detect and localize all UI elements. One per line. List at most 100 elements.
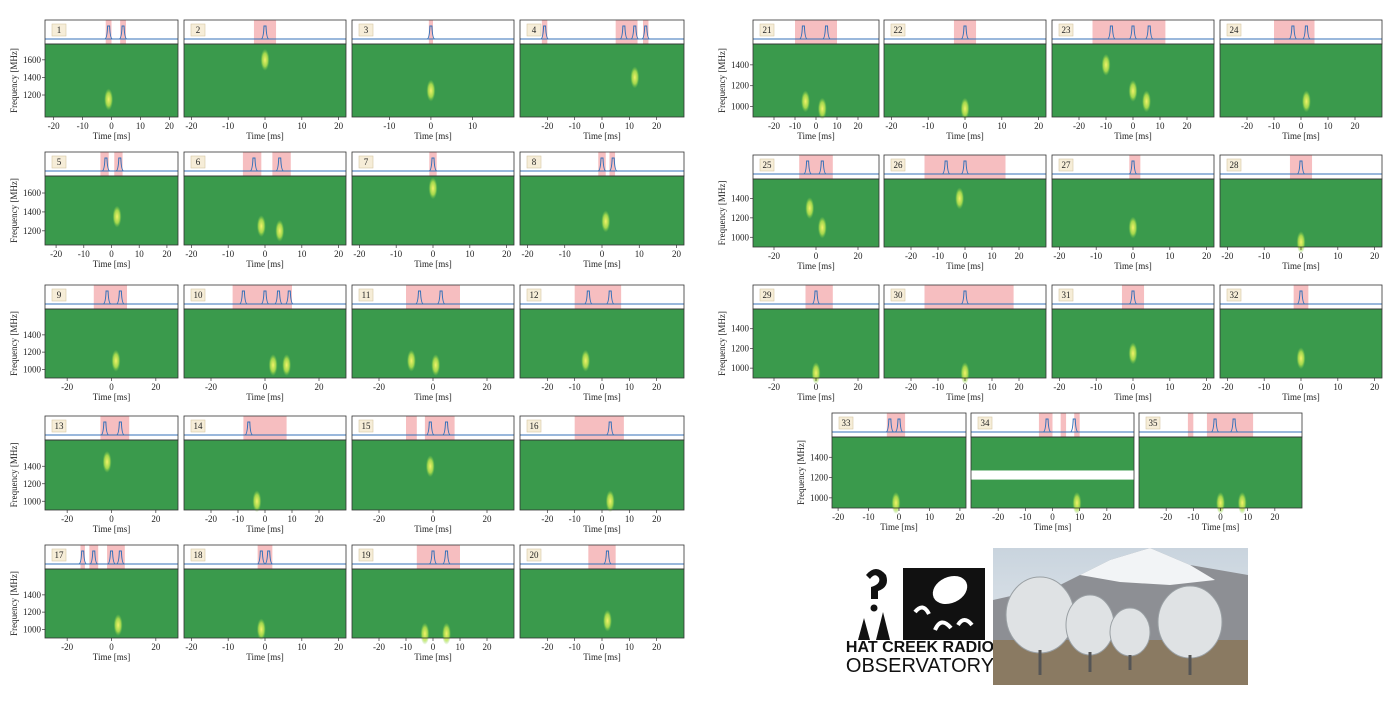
- x-tick-label: 20: [1351, 121, 1361, 131]
- profile-peak: [428, 157, 438, 172]
- panel-label: 15: [362, 421, 372, 431]
- x-tick-label: -20: [541, 121, 553, 131]
- logo-line2: OBSERVATORY: [846, 655, 994, 677]
- pulse-window: [1121, 285, 1145, 309]
- x-tick-label: 10: [988, 251, 998, 261]
- burst: [112, 205, 122, 228]
- spectrogram-bg: [520, 309, 684, 378]
- dish: [1065, 594, 1115, 656]
- profile-peak: [811, 290, 821, 305]
- x-tick-label: -10: [1187, 512, 1199, 522]
- panel: 25 -20 0 20 Time [ms] 1000 1200 1400 Frequency […: [717, 154, 880, 271]
- x-tick-label: 0: [109, 249, 114, 259]
- x-tick-label: 20: [315, 514, 325, 524]
- burst: [260, 48, 270, 71]
- x-tick-label: 20: [315, 382, 325, 392]
- x-axis-label: Time [ms]: [583, 524, 620, 534]
- pulse-window: [574, 285, 622, 309]
- x-axis-label: Time [ms]: [414, 524, 451, 534]
- x-tick-label: -10: [863, 512, 875, 522]
- y-tick-label: 1400: [731, 324, 750, 334]
- x-tick-label: -20: [185, 249, 197, 259]
- y-tick-label: 1400: [731, 193, 750, 203]
- profile-peak: [960, 25, 970, 40]
- burst: [111, 349, 121, 372]
- x-tick-label: 0: [600, 121, 605, 131]
- panel-label-box: [1226, 288, 1242, 302]
- pulse-window: [805, 285, 833, 309]
- burst: [425, 455, 435, 478]
- x-axis-label: Time [ms]: [583, 392, 620, 402]
- x-tick-label: 10: [288, 514, 298, 524]
- x-tick-label: 20: [1015, 382, 1025, 392]
- x-axis-label: Time [ms]: [1282, 392, 1319, 402]
- panel-label-box: [190, 419, 206, 433]
- x-tick-label: 10: [297, 121, 307, 131]
- x-tick-label: 20: [652, 514, 662, 524]
- x-tick-label: 10: [1243, 512, 1253, 522]
- x-tick-label: -20: [541, 642, 553, 652]
- x-axis-label: Time [ms]: [414, 652, 451, 662]
- burst: [955, 187, 965, 210]
- panel-label: 7: [364, 157, 369, 167]
- panel-label-box: [526, 548, 542, 562]
- x-tick-label: -20: [541, 382, 553, 392]
- x-tick-label: 10: [135, 249, 145, 259]
- x-tick-label: 0: [600, 249, 605, 259]
- photo: [993, 548, 1248, 685]
- panel-label: 29: [763, 290, 773, 300]
- x-tick-label: 10: [1165, 251, 1175, 261]
- profile-bg: [184, 152, 346, 176]
- panel: 23 -20 -10 0 10 20 Time [ms]: [1051, 19, 1215, 141]
- logo: HAT CREEK RADIO OBSERVATORY: [846, 568, 994, 677]
- y-tick-label: 1400: [23, 461, 42, 471]
- x-tick-label: 10: [297, 642, 307, 652]
- profile-peak: [102, 290, 112, 305]
- x-tick-label: 20: [854, 121, 864, 131]
- profile-peak: [285, 290, 294, 305]
- x-tick-label: 20: [151, 514, 161, 524]
- x-tick-label: 0: [1131, 121, 1136, 131]
- x-tick-label: -20: [905, 382, 917, 392]
- dish: [1157, 585, 1223, 659]
- y-axis-label: Frequency [MHz]: [717, 311, 727, 376]
- x-tick-label: 20: [854, 382, 864, 392]
- profile-peak: [822, 25, 831, 40]
- panel-label-box: [526, 419, 542, 433]
- spectrogram-bg: [753, 44, 879, 117]
- x-tick-label: 0: [1299, 121, 1304, 131]
- profile-peak: [1128, 290, 1138, 305]
- x-tick-label: 0: [963, 382, 968, 392]
- x-tick-label: 0: [109, 514, 114, 524]
- panel-label-box: [1226, 158, 1242, 172]
- x-axis-label: Time [ms]: [414, 259, 451, 269]
- panel: 5 -20 -10 0 10 20 Time [ms] 1200 1400 1600 Frequen…: [9, 151, 179, 269]
- y-tick-label: 1200: [731, 81, 750, 91]
- panel-label-box: [51, 23, 67, 37]
- burst: [268, 354, 278, 377]
- panel-label: 6: [196, 157, 201, 167]
- x-tick-label: -20: [1053, 382, 1065, 392]
- y-axis-label: Frequency [MHz]: [717, 48, 727, 113]
- pulse-window: [795, 20, 837, 44]
- panel-label-box: [51, 548, 67, 562]
- panel: 4 -20 -10 0 10 20 Time [ms]: [519, 19, 685, 141]
- spectrogram-bg: [45, 440, 178, 510]
- x-tick-label: -20: [768, 251, 780, 261]
- spectrogram-bg: [884, 179, 1046, 247]
- panel-label: 11: [362, 290, 371, 300]
- x-tick-label: 20: [1102, 512, 1112, 522]
- panel: 32 -20 -10 0 10 20 Time [ms]: [1219, 284, 1383, 402]
- burst: [601, 210, 611, 233]
- panel: 10 -20 0 20 Time [ms]: [183, 284, 347, 402]
- x-tick-label: -10: [569, 121, 581, 131]
- pulse-window: [416, 545, 460, 569]
- x-tick-label: 20: [955, 512, 965, 522]
- y-tick-label: 1200: [23, 479, 42, 489]
- spectrogram-bg: [520, 176, 684, 245]
- x-tick-label: 0: [431, 642, 436, 652]
- x-tick-label: -10: [1090, 251, 1102, 261]
- profile-peak: [116, 290, 125, 305]
- x-tick-label: -10: [789, 121, 801, 131]
- profile-peak: [264, 550, 273, 565]
